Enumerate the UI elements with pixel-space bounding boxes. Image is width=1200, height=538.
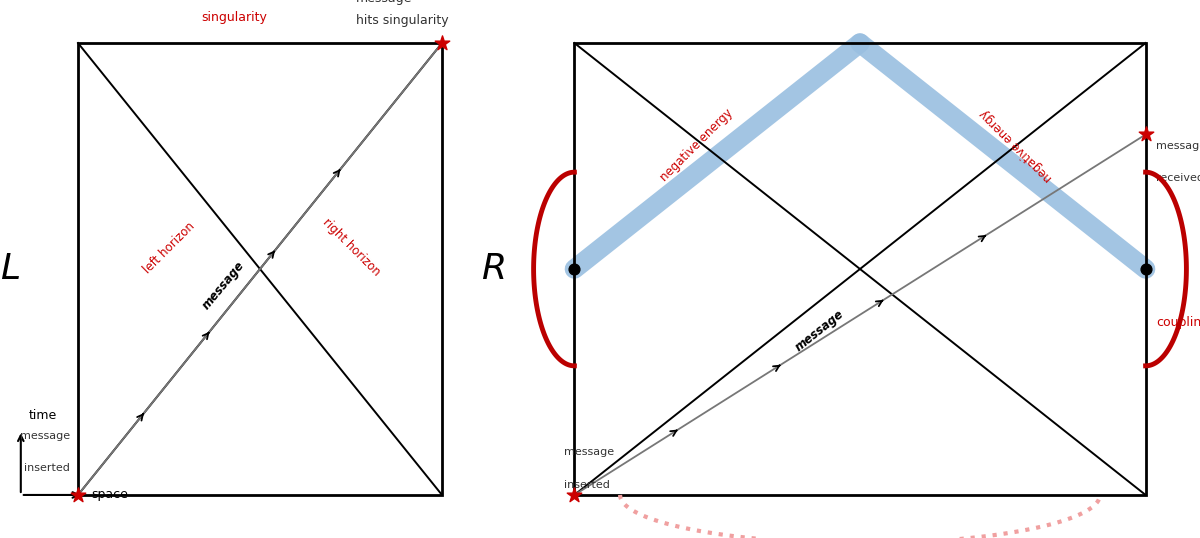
Point bbox=[1136, 130, 1156, 139]
Text: L: L bbox=[0, 252, 20, 286]
Text: singularity: singularity bbox=[202, 11, 266, 24]
Text: R: R bbox=[481, 252, 506, 286]
Text: hits singularity: hits singularity bbox=[356, 14, 449, 27]
Point bbox=[565, 491, 584, 499]
Point bbox=[432, 39, 451, 47]
Text: inserted: inserted bbox=[24, 463, 70, 473]
Text: message: message bbox=[792, 308, 846, 354]
Text: inserted: inserted bbox=[564, 479, 610, 490]
Text: left horizon: left horizon bbox=[140, 220, 197, 275]
Point bbox=[1136, 265, 1156, 273]
Text: negative energy: negative energy bbox=[658, 107, 736, 184]
Text: coupling: coupling bbox=[1156, 316, 1200, 329]
Point bbox=[68, 491, 88, 499]
Text: received: received bbox=[1156, 173, 1200, 183]
Text: message: message bbox=[20, 431, 70, 441]
Point bbox=[565, 265, 584, 273]
Text: negative energy: negative energy bbox=[978, 107, 1055, 184]
Text: time: time bbox=[29, 409, 56, 422]
Text: space: space bbox=[91, 489, 128, 501]
Text: message: message bbox=[564, 447, 614, 457]
Text: message: message bbox=[356, 0, 413, 5]
Text: message: message bbox=[200, 258, 247, 312]
Text: message: message bbox=[1156, 140, 1200, 151]
Text: right horizon: right horizon bbox=[319, 216, 383, 279]
